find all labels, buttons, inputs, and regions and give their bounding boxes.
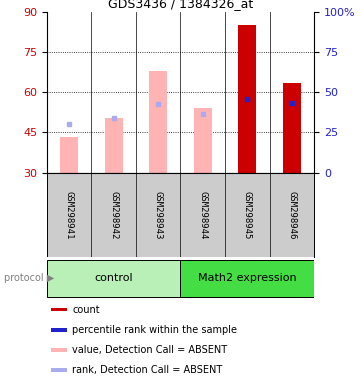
Bar	[51, 368, 67, 372]
Bar	[105, 118, 123, 173]
Bar	[180, 260, 314, 297]
Text: control: control	[95, 273, 133, 283]
Text: GSM298946: GSM298946	[287, 191, 296, 239]
Text: Math2 expression: Math2 expression	[198, 273, 297, 283]
Text: GSM298943: GSM298943	[154, 191, 163, 239]
Bar	[283, 83, 301, 173]
Bar	[51, 308, 67, 311]
Bar	[60, 137, 78, 173]
Bar	[51, 348, 67, 352]
Text: GSM298942: GSM298942	[109, 191, 118, 239]
Bar	[51, 328, 67, 331]
Bar	[238, 25, 256, 173]
Bar	[194, 108, 212, 173]
Text: rank, Detection Call = ABSENT: rank, Detection Call = ABSENT	[72, 365, 222, 375]
Text: GSM298944: GSM298944	[198, 191, 207, 239]
Bar	[47, 260, 180, 297]
Text: count: count	[72, 305, 100, 314]
Text: value, Detection Call = ABSENT: value, Detection Call = ABSENT	[72, 345, 227, 355]
Title: GDS3436 / 1384326_at: GDS3436 / 1384326_at	[108, 0, 253, 10]
Text: protocol ▶: protocol ▶	[4, 273, 54, 283]
Text: GSM298945: GSM298945	[243, 191, 252, 239]
Text: GSM298941: GSM298941	[65, 191, 74, 239]
Bar	[149, 71, 167, 173]
Text: percentile rank within the sample: percentile rank within the sample	[72, 325, 237, 335]
